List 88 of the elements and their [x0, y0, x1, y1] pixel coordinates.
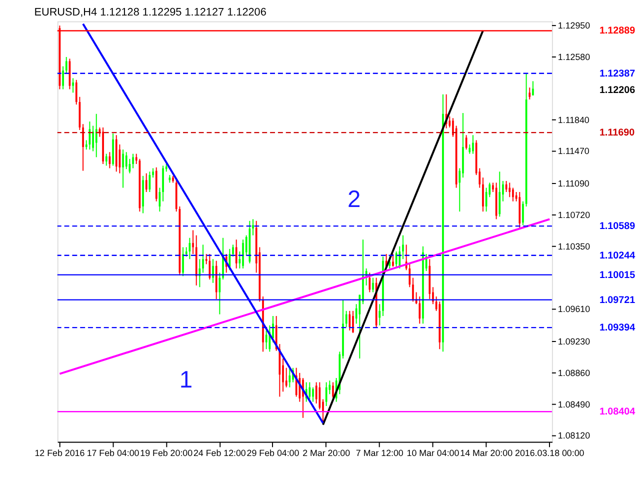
- ref-line-label: 1.12889: [599, 26, 636, 37]
- candlestick: [482, 177, 484, 212]
- candlestick: [65, 56, 68, 74]
- candlestick: [318, 382, 321, 410]
- candlestick: [402, 234, 404, 260]
- candlestick: [372, 277, 374, 293]
- x-tick-label: 29 Feb 04:00: [246, 448, 300, 458]
- candlestick: [222, 237, 224, 280]
- candlestick: [308, 382, 311, 400]
- ref-line-label: 1.11690: [599, 128, 636, 139]
- candlestick: [312, 386, 314, 402]
- x-tick-label: 17 Feb 04:00: [86, 448, 140, 458]
- x-tick-label: 10 Mar 04:00: [406, 448, 460, 458]
- candlestick: [95, 113, 98, 158]
- candlestick: [132, 153, 134, 169]
- candlestick: [232, 244, 234, 258]
- ref-line-label: 1.08404: [599, 406, 636, 418]
- y-tick-label: 1.12950: [558, 20, 590, 31]
- ref-line-label: 1.10244: [599, 250, 636, 262]
- candlestick: [252, 218, 254, 236]
- chart-title: EURUSD,H4 1.12128 1.12295 1.12127 1.12206: [34, 6, 266, 18]
- candlestick: [522, 200, 524, 226]
- y-tick-label: 1.08860: [558, 368, 590, 378]
- candlestick: [392, 254, 394, 268]
- candlestick: [265, 330, 268, 350]
- y-tick-label: 1.09610: [558, 304, 590, 314]
- candlestick: [62, 66, 64, 90]
- y-tick-label: 1.11470: [558, 146, 590, 156]
- candlestick: [72, 78, 74, 94]
- y-tick-label: 1.10350: [558, 241, 590, 252]
- candlestick: [532, 80, 534, 96]
- y-tick-label: 1.11840: [558, 114, 590, 125]
- candlestick: [508, 182, 511, 198]
- x-tick-label: 2 Mar 20:00: [302, 448, 350, 458]
- y-tick-label: 1.08490: [558, 399, 590, 410]
- annotation: 1: [179, 368, 193, 394]
- candlestick: [125, 152, 128, 170]
- candlestick: [122, 149, 124, 188]
- candlestick: [212, 258, 214, 284]
- y-tick-label: 1.11090: [558, 178, 590, 188]
- ref-line-label: 1.10015: [599, 270, 636, 281]
- ref-line-label: 1.09394: [599, 322, 636, 334]
- candlestick: [82, 124, 84, 172]
- x-tick-label: 2016.03.18 00:00: [515, 448, 584, 458]
- candlestick: [368, 272, 371, 293]
- candlestick: [325, 382, 328, 407]
- candlestick: [472, 134, 474, 154]
- annotation: 2: [348, 186, 361, 213]
- candlestick: [395, 250, 398, 269]
- y-tick-label: 1.10720: [558, 210, 590, 220]
- x-tick-label: 14 Mar 20:00: [460, 448, 513, 458]
- candlestick: [345, 310, 348, 328]
- ref-line-label: 1.10589: [599, 221, 636, 232]
- candlestick: [468, 144, 471, 154]
- candlestick: [152, 168, 154, 178]
- x-tick-label: 12 Feb 2016: [34, 448, 85, 458]
- ref-line-label: 1.12387: [599, 68, 636, 80]
- candlestick: [202, 244, 204, 274]
- y-tick-label: 1.08120: [558, 430, 590, 441]
- candlestick: [208, 254, 211, 280]
- candlestick: [378, 304, 381, 326]
- candlestick: [235, 239, 238, 269]
- candlestick: [498, 171, 501, 218]
- ref-line-label: 1.09721: [599, 294, 636, 306]
- candlestick: [218, 272, 221, 315]
- candlestick: [242, 239, 244, 269]
- candlestick: [412, 277, 414, 302]
- text: 1.12206: [599, 84, 636, 96]
- candlestick: [352, 310, 354, 334]
- x-tick-label: 24 Feb 12:00: [193, 448, 246, 458]
- candlestick: [528, 87, 531, 100]
- candlestick: [512, 187, 514, 202]
- candlestick: [228, 248, 231, 271]
- candlestick: [332, 382, 334, 400]
- x-tick-label: 7 Mar 12:00: [356, 448, 404, 458]
- candlestick: [145, 172, 148, 193]
- x-tick-label: 19 Feb 20:00: [140, 448, 193, 458]
- y-tick-label: 1.09230: [558, 336, 590, 346]
- candlestick: [192, 230, 194, 255]
- candlestick: [285, 367, 288, 388]
- candlestick: [105, 153, 108, 166]
- y-tick-label: 1.12580: [558, 52, 590, 62]
- candlestick: [162, 165, 164, 202]
- candlestick: [418, 296, 421, 324]
- candlestick: [182, 246, 184, 277]
- candlestick: [92, 125, 94, 152]
- candlestick: [348, 310, 351, 331]
- candlestick: [288, 367, 291, 388]
